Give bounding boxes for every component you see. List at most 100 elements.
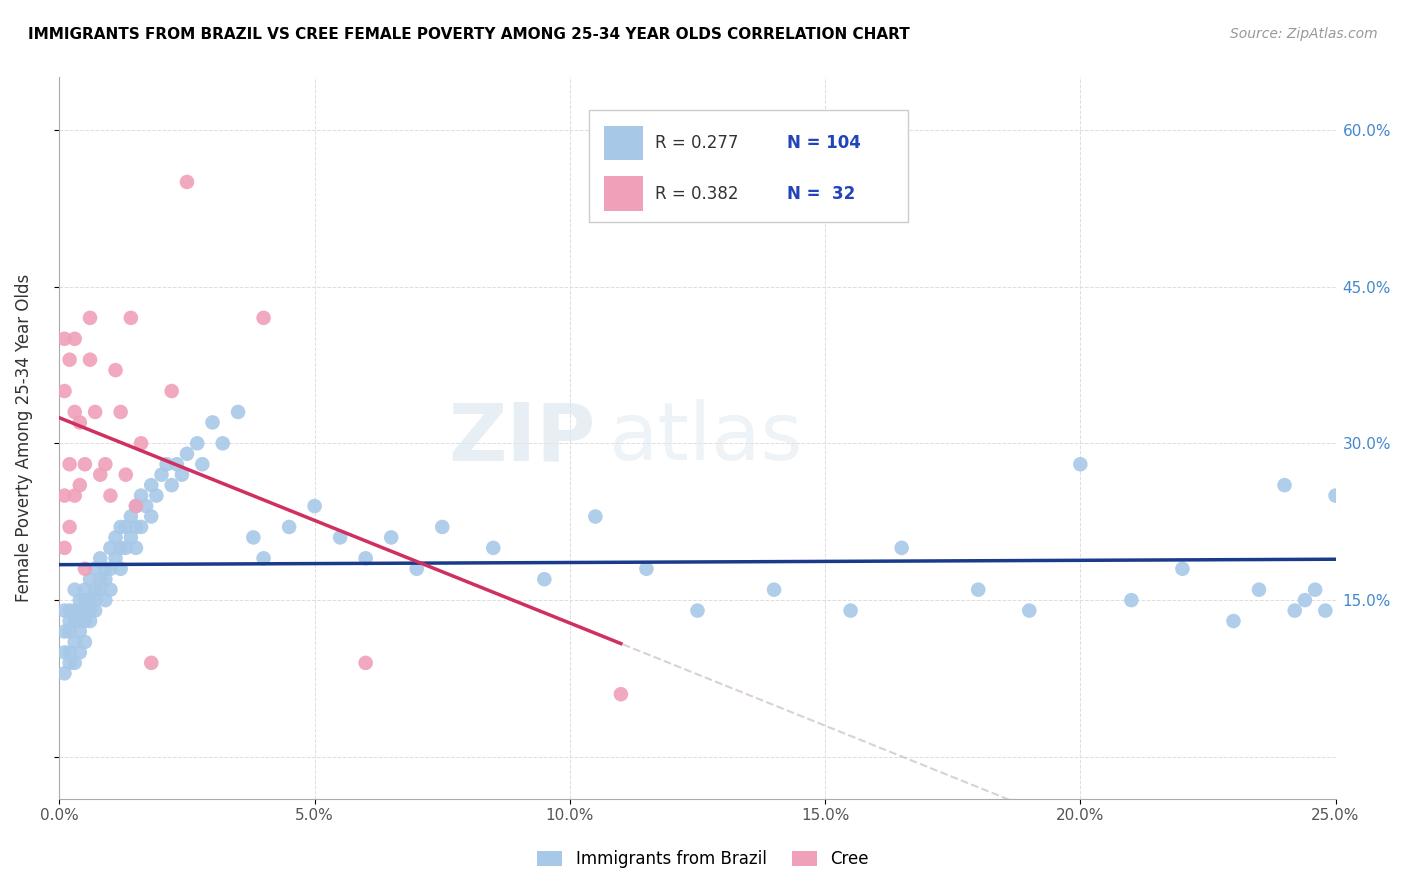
Point xyxy=(53,332,76,346)
Point xyxy=(120,310,142,325)
Point xyxy=(94,457,117,471)
Text: R = 0.382: R = 0.382 xyxy=(655,185,740,202)
Point xyxy=(79,352,101,367)
Point xyxy=(79,604,101,618)
Point xyxy=(63,656,86,670)
Point xyxy=(59,624,82,639)
Point xyxy=(155,457,177,471)
Point xyxy=(176,447,198,461)
Point xyxy=(1247,582,1270,597)
Point xyxy=(533,572,555,586)
Point xyxy=(100,489,122,503)
Point xyxy=(170,467,193,482)
Point xyxy=(110,541,132,555)
Point xyxy=(763,582,786,597)
Point xyxy=(84,582,107,597)
Point xyxy=(278,520,301,534)
Point xyxy=(252,310,274,325)
Point xyxy=(226,405,249,419)
Point xyxy=(104,363,127,377)
Point xyxy=(100,541,122,555)
Point xyxy=(1284,604,1306,618)
Point xyxy=(482,541,505,555)
Point xyxy=(79,310,101,325)
Point xyxy=(135,499,157,513)
Point xyxy=(53,489,76,503)
Point xyxy=(100,562,122,576)
Point xyxy=(1018,604,1040,618)
Text: Source: ZipAtlas.com: Source: ZipAtlas.com xyxy=(1230,27,1378,41)
Point xyxy=(114,541,136,555)
Point xyxy=(73,562,96,576)
Point xyxy=(1324,489,1347,503)
Point xyxy=(201,416,224,430)
Point xyxy=(53,666,76,681)
Point xyxy=(120,509,142,524)
Point xyxy=(1121,593,1143,607)
Point xyxy=(69,645,91,659)
Point xyxy=(59,352,82,367)
Point xyxy=(63,405,86,419)
Point xyxy=(211,436,233,450)
Point xyxy=(191,457,214,471)
Point xyxy=(104,551,127,566)
Point xyxy=(53,384,76,398)
Point xyxy=(1171,562,1194,576)
Bar xyxy=(605,177,643,211)
Point xyxy=(53,645,76,659)
Point xyxy=(73,582,96,597)
Point xyxy=(125,499,148,513)
Point xyxy=(583,509,606,524)
Point xyxy=(405,562,427,576)
Point xyxy=(125,520,148,534)
Point xyxy=(69,593,91,607)
Point xyxy=(380,530,402,544)
Point xyxy=(73,593,96,607)
Point xyxy=(1069,457,1091,471)
Point xyxy=(125,541,148,555)
Text: N =  32: N = 32 xyxy=(787,185,855,202)
Point xyxy=(53,624,76,639)
Point xyxy=(89,551,111,566)
Text: N = 104: N = 104 xyxy=(787,134,860,152)
Point xyxy=(84,604,107,618)
Point xyxy=(160,478,183,492)
Point xyxy=(160,384,183,398)
Point xyxy=(145,489,167,503)
Point xyxy=(176,175,198,189)
Point xyxy=(73,635,96,649)
Point xyxy=(686,604,709,618)
Point xyxy=(63,614,86,628)
Point xyxy=(59,520,82,534)
Point xyxy=(79,614,101,628)
Legend: Immigrants from Brazil, Cree: Immigrants from Brazil, Cree xyxy=(531,844,875,875)
Point xyxy=(1274,478,1296,492)
Text: ZIP: ZIP xyxy=(449,399,595,477)
Text: atlas: atlas xyxy=(609,399,803,477)
Point xyxy=(1222,614,1244,628)
Point xyxy=(114,467,136,482)
Point xyxy=(59,457,82,471)
Point xyxy=(636,562,658,576)
Point xyxy=(69,478,91,492)
Point xyxy=(1315,604,1337,618)
Point xyxy=(59,614,82,628)
Point xyxy=(110,520,132,534)
Point xyxy=(73,614,96,628)
Point xyxy=(84,562,107,576)
Point xyxy=(839,604,862,618)
Point xyxy=(79,593,101,607)
Point xyxy=(69,624,91,639)
Point xyxy=(63,489,86,503)
Point xyxy=(63,332,86,346)
Point xyxy=(432,520,454,534)
Point xyxy=(125,499,148,513)
Point xyxy=(73,457,96,471)
Point xyxy=(79,572,101,586)
Point xyxy=(242,530,264,544)
Point xyxy=(69,416,91,430)
Point xyxy=(69,614,91,628)
Point xyxy=(100,582,122,597)
Point xyxy=(329,530,352,544)
Point xyxy=(94,562,117,576)
